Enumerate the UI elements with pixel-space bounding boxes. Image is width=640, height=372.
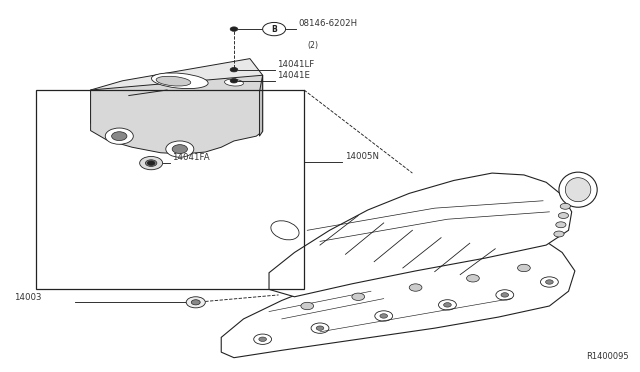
- Circle shape: [230, 78, 238, 83]
- Ellipse shape: [565, 178, 591, 202]
- Circle shape: [560, 203, 570, 209]
- Circle shape: [166, 141, 194, 157]
- Circle shape: [140, 157, 163, 170]
- Circle shape: [145, 160, 157, 166]
- Circle shape: [186, 297, 205, 308]
- Circle shape: [496, 290, 514, 300]
- Ellipse shape: [271, 221, 299, 240]
- Circle shape: [467, 275, 479, 282]
- Circle shape: [518, 264, 531, 272]
- Text: 14041LF: 14041LF: [277, 60, 314, 69]
- Circle shape: [540, 277, 558, 287]
- Text: (2): (2): [307, 41, 318, 50]
- Bar: [36, 90, 304, 289]
- Circle shape: [172, 145, 188, 154]
- Polygon shape: [91, 75, 262, 154]
- Circle shape: [262, 22, 285, 36]
- Circle shape: [554, 231, 564, 237]
- Ellipse shape: [225, 79, 243, 86]
- Circle shape: [438, 300, 456, 310]
- Circle shape: [545, 280, 553, 284]
- Circle shape: [147, 161, 155, 165]
- Circle shape: [311, 323, 329, 333]
- Circle shape: [111, 132, 127, 141]
- Text: 14005N: 14005N: [346, 151, 380, 161]
- Ellipse shape: [559, 172, 597, 207]
- Circle shape: [316, 326, 324, 330]
- Polygon shape: [91, 59, 262, 123]
- Circle shape: [375, 311, 393, 321]
- Text: B: B: [271, 25, 277, 33]
- Polygon shape: [221, 234, 575, 358]
- Circle shape: [105, 128, 133, 144]
- Circle shape: [556, 222, 566, 228]
- Circle shape: [301, 302, 314, 310]
- Circle shape: [352, 293, 365, 301]
- Circle shape: [501, 293, 509, 297]
- Text: 08146-6202H: 08146-6202H: [298, 19, 358, 28]
- Text: 14041FA: 14041FA: [172, 153, 210, 162]
- Circle shape: [444, 303, 451, 307]
- Text: R1400095: R1400095: [586, 352, 629, 361]
- Ellipse shape: [156, 76, 191, 86]
- Circle shape: [191, 300, 200, 305]
- Polygon shape: [259, 75, 262, 136]
- Circle shape: [230, 27, 238, 31]
- Circle shape: [409, 284, 422, 291]
- Text: 14041E: 14041E: [277, 71, 310, 80]
- Circle shape: [253, 334, 271, 344]
- Circle shape: [380, 314, 388, 318]
- Polygon shape: [269, 173, 572, 297]
- Ellipse shape: [152, 73, 208, 89]
- Circle shape: [558, 212, 568, 218]
- Text: 14003: 14003: [14, 292, 42, 302]
- Circle shape: [230, 67, 238, 72]
- Circle shape: [259, 337, 266, 341]
